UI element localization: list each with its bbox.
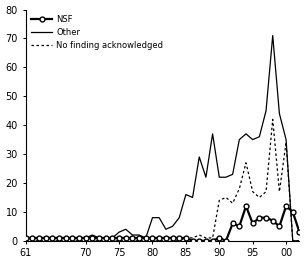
Legend: NSF, Other, No finding acknowledged: NSF, Other, No finding acknowledged bbox=[30, 14, 165, 51]
